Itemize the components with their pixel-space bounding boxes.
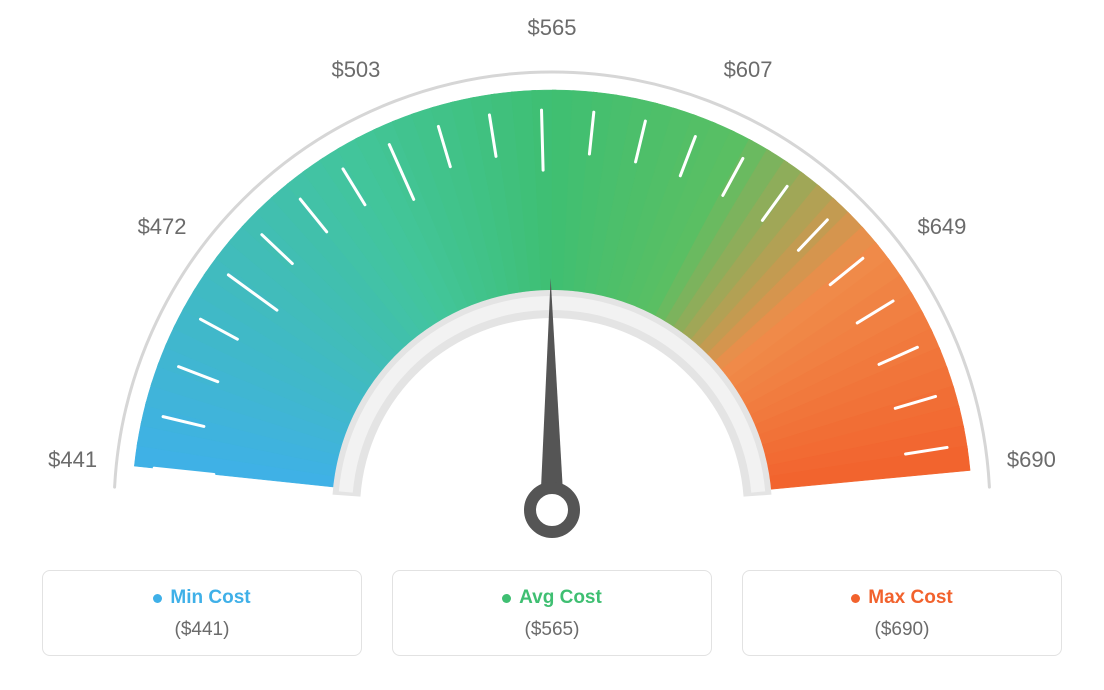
gauge-tick-label: $565 <box>528 15 577 41</box>
gauge-tick-label: $607 <box>724 57 773 83</box>
legend-card-max: Max Cost ($690) <box>742 570 1062 656</box>
gauge-tick-label: $690 <box>1007 447 1056 473</box>
legend-title-avg: Avg Cost <box>393 587 711 609</box>
gauge-tick-label: $472 <box>138 214 187 240</box>
legend-value-avg: ($565) <box>393 619 711 641</box>
gauge-tick-label: $649 <box>917 214 966 240</box>
legend-value-max: ($690) <box>743 619 1061 641</box>
legend-card-avg: Avg Cost ($565) <box>392 570 712 656</box>
legend-row: Min Cost ($441) Avg Cost ($565) Max Cost… <box>0 570 1104 656</box>
legend-title-label: Min Cost <box>170 587 250 609</box>
legend-value-min: ($441) <box>43 619 361 641</box>
dot-icon <box>502 594 511 603</box>
gauge-svg <box>0 0 1104 560</box>
legend-title-min: Min Cost <box>43 587 361 609</box>
cost-gauge: $441 $472 $503 $565 $607 $649 $690 <box>0 0 1104 560</box>
legend-title-max: Max Cost <box>743 587 1061 609</box>
gauge-tick-label: $441 <box>48 447 97 473</box>
legend-title-label: Max Cost <box>868 587 952 609</box>
legend-title-label: Avg Cost <box>519 587 602 609</box>
dot-icon <box>153 594 162 603</box>
dot-icon <box>851 594 860 603</box>
legend-card-min: Min Cost ($441) <box>42 570 362 656</box>
gauge-tick-label: $503 <box>331 57 380 83</box>
